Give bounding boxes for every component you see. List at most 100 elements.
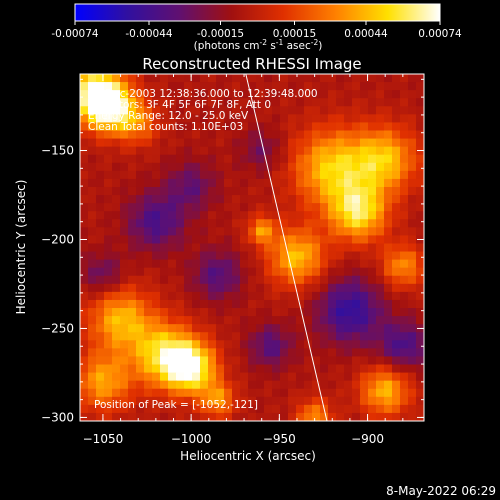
heatmap-cell [176, 82, 185, 91]
heatmap-cell [192, 203, 201, 212]
heatmap-cell [128, 348, 137, 358]
heatmap-cell [160, 138, 169, 148]
heatmap-cell [376, 316, 385, 325]
heatmap-cell [176, 259, 185, 269]
heatmap-cell [80, 251, 89, 261]
heatmap-cell [288, 243, 297, 253]
heatmap-cell [416, 122, 424, 132]
heatmap-cell [368, 275, 377, 285]
heatmap-cell [368, 186, 377, 196]
heatmap-cell [360, 324, 369, 333]
heatmap-cell [192, 283, 201, 293]
heatmap-cell [288, 332, 297, 341]
heatmap-cell [144, 404, 153, 414]
heatmap-cell [288, 203, 297, 212]
heatmap-cell [136, 146, 145, 156]
heatmap-cell [312, 130, 321, 140]
heatmap-cell [192, 299, 201, 309]
heatmap-cell [144, 195, 153, 204]
heatmap-cell [376, 114, 385, 124]
heatmap-cell [264, 235, 273, 245]
heatmap-cell [376, 332, 385, 341]
heatmap-cell [152, 259, 161, 269]
heatmap-cell [152, 235, 161, 245]
heatmap-cell [376, 324, 385, 333]
heatmap-cell [184, 332, 193, 341]
heatmap-cell [232, 98, 241, 107]
colorbar-unit-part: ) [318, 40, 322, 52]
heatmap-cell [184, 211, 193, 220]
heatmap-cell [232, 138, 241, 148]
heatmap-cell [272, 291, 281, 301]
heatmap-cell [216, 340, 225, 349]
heatmap-cell [272, 195, 281, 204]
heatmap-cell [216, 251, 225, 261]
heatmap-cell [240, 74, 249, 83]
heatmap-cell [168, 146, 177, 156]
heatmap-cell [352, 227, 361, 236]
heatmap-cell [304, 203, 313, 212]
heatmap-cell [200, 380, 209, 390]
heatmap-cell [272, 348, 281, 358]
heatmap-cell [88, 396, 97, 406]
heatmap-cell [80, 219, 89, 228]
heatmap-cell [336, 98, 345, 107]
heatmap-cell [352, 74, 361, 83]
heatmap-cell [296, 348, 305, 358]
heatmap-cell [232, 356, 241, 366]
heatmap-cell [128, 195, 137, 204]
heatmap-cell [352, 283, 361, 293]
heatmap-cell [376, 138, 385, 148]
heatmap-cell [280, 130, 289, 140]
heatmap-cell [112, 324, 121, 333]
heatmap-cell [368, 356, 377, 366]
heatmap-cell [104, 90, 113, 99]
heatmap-cell [392, 364, 401, 374]
heatmap-cell [192, 340, 201, 349]
heatmap-cell [304, 106, 313, 115]
heatmap-cell [144, 364, 153, 374]
heatmap-cell [320, 275, 329, 285]
heatmap-cell [184, 106, 193, 115]
heatmap-cell [176, 364, 185, 374]
heatmap-cell [384, 267, 393, 277]
heatmap-cell [184, 299, 193, 309]
heatmap-cell [320, 380, 329, 390]
heatmap-cell [224, 227, 233, 236]
heatmap-cell [200, 412, 209, 421]
heatmap-cell [216, 299, 225, 309]
heatmap-cell [328, 235, 337, 245]
heatmap-cell [120, 275, 129, 285]
heatmap-cell [88, 178, 97, 188]
heatmap-cell [304, 283, 313, 293]
heatmap-cell [248, 275, 257, 285]
heatmap-cell [192, 90, 201, 99]
heatmap-cell [224, 364, 233, 374]
heatmap-cell [360, 372, 369, 382]
heatmap-cell [392, 380, 401, 390]
heatmap-cell [296, 154, 305, 164]
heatmap-cell [408, 122, 417, 132]
heatmap-cell [392, 283, 401, 293]
heatmap-cell [80, 364, 89, 374]
heatmap-cell [328, 372, 337, 382]
heatmap-cell [224, 251, 233, 261]
heatmap-cell [328, 114, 337, 124]
heatmap-cell [304, 324, 313, 333]
heatmap-cell [408, 340, 417, 349]
heatmap-cell [216, 130, 225, 140]
heatmap-cell [352, 356, 361, 366]
heatmap-cell [320, 90, 329, 99]
heatmap-cell [304, 195, 313, 204]
heatmap-cell [88, 404, 97, 414]
heatmap-cell [248, 122, 257, 132]
heatmap-cell [288, 396, 297, 406]
heatmap-cell [320, 203, 329, 212]
heatmap-cell [128, 251, 137, 261]
heatmap-cell [112, 106, 121, 115]
peak-position-label: Position of Peak = [-1052,-121] [94, 399, 258, 411]
heatmap-cell [128, 235, 137, 245]
heatmap-cell [144, 396, 153, 406]
heatmap-cell [120, 130, 129, 140]
heatmap-cell [200, 130, 209, 140]
